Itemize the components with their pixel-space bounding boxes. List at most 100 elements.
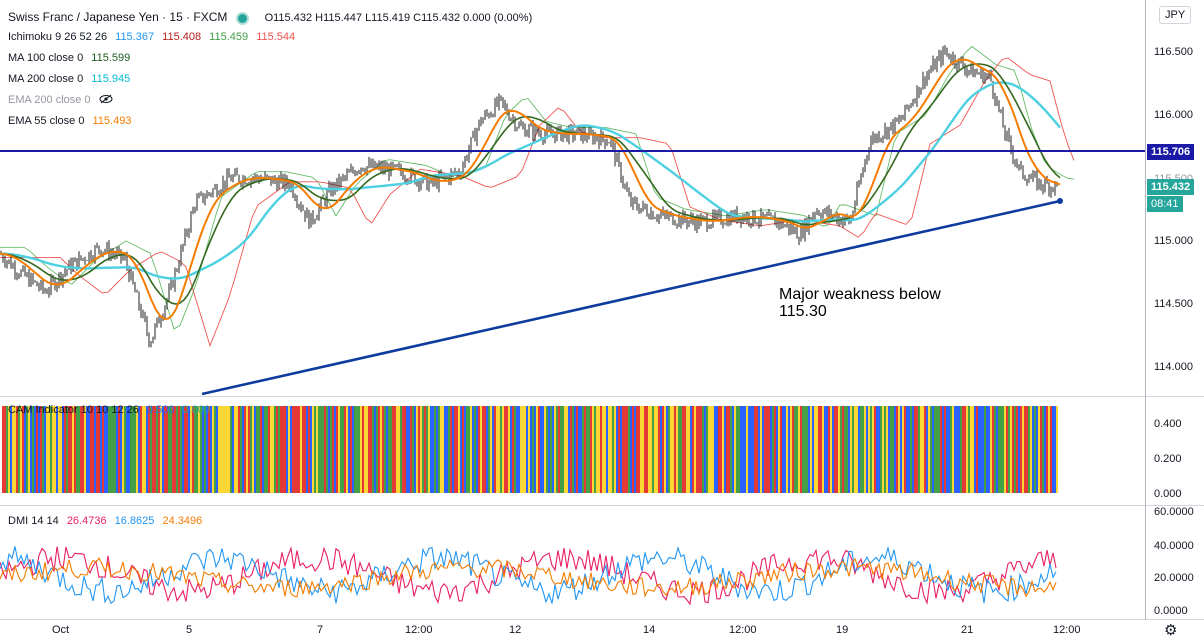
cam-bar [676,406,678,493]
legend-ichimoku[interactable]: Ichimoku 9 26 52 26 115.367 115.408 115.… [8,31,300,43]
cam-bar [398,406,400,493]
ohlc-values: O115.432 H115.447 L115.419 C115.432 0.00… [264,12,533,24]
cam-bar [48,406,50,493]
cam-bar [180,406,182,493]
legend-ma100[interactable]: MA 100 close 0 115.599 [8,52,135,64]
cam-bar [96,406,98,493]
cam-bar [26,406,28,493]
support-trendline[interactable] [201,199,1061,396]
eye-hidden-icon[interactable] [99,94,113,107]
cam-bar [934,406,936,493]
cam-bar [312,406,314,493]
cam-bar [938,406,940,493]
cam-bar [192,406,194,493]
cam-bar [556,406,558,493]
cam-bar [796,406,798,493]
cam-bar [982,406,984,493]
cam-bar [776,406,778,493]
symbol-legend[interactable]: Swiss Franc / Japanese Yen · 15 · FXCM O… [8,10,537,25]
cam-bar [394,406,396,493]
cam-bar [334,406,336,493]
cam-bar [952,406,954,493]
settings-gear-icon[interactable]: ⚙ [1164,622,1178,639]
cam-bar [44,406,46,493]
trendline-handle[interactable] [1057,198,1063,204]
cam-bar [750,406,752,493]
cam-bar [124,406,126,493]
cam-bar [608,406,610,493]
cam-bar [898,406,900,493]
legend-dmi[interactable]: DMI 14 14 26.4736 16.8625 24.3496 [8,515,207,527]
indicator-value: 26.4736 [66,515,107,527]
cam-bar [356,406,358,493]
cam-bar [102,406,104,493]
legend-ema200[interactable]: EMA 200 close 0 [8,94,118,107]
cam-bar [324,406,326,493]
cam-bar [62,406,64,493]
cam-bar [58,406,60,493]
cam-bar [614,406,616,493]
cam-bar [292,406,294,493]
cam-bar [766,406,768,493]
cam-bar [992,406,994,493]
cam-bar [902,406,904,493]
chart-annotation[interactable]: Major weakness below 115.30 [779,286,941,320]
cam-bar [984,406,986,493]
cam-bar [318,406,320,493]
cam-bar [904,406,906,493]
price-tick: 116.500 [1154,46,1193,58]
cam-bar [308,406,310,493]
cam-bar [654,406,656,493]
cam-bar [424,406,426,493]
pane-separator[interactable] [0,396,1204,397]
cam-bar [940,406,942,493]
cam-bar [1010,406,1012,493]
cam-bar [946,406,948,493]
cam-bar [572,406,574,493]
cam-bar [574,406,576,493]
cam-bar [530,406,532,493]
cam-bar [888,406,890,493]
cam-bar [932,406,934,493]
cam-bar [1032,406,1034,493]
cam-bar [726,406,728,493]
price-candles [0,45,1058,348]
legend-ema55[interactable]: EMA 55 close 0 115.493 [8,115,136,127]
cam-bar [856,406,858,493]
cam-bar [892,406,894,493]
cam-bar [866,406,868,493]
legend-cam[interactable]: CAM Indicator 10 10 12 26 0.500 0.000 [8,404,215,416]
cam-bar [918,406,920,493]
cam-bar [200,406,202,493]
cam-bar [754,406,756,493]
cam-bar [690,406,692,493]
cam-bar [68,406,70,493]
cam-bar [584,406,586,493]
cam-bar [744,406,746,493]
cam-bar [714,406,716,493]
cam-bar [742,406,744,493]
cam-bar [542,406,544,493]
chart-canvas[interactable] [0,0,1145,620]
price-axis[interactable] [1145,0,1204,620]
cam-bar [874,406,876,493]
currency-button[interactable]: JPY [1159,6,1192,24]
legend-ma200[interactable]: MA 200 close 0 115.945 [8,73,135,85]
cam-bar [440,406,442,493]
pane-separator[interactable] [0,505,1204,506]
cam-bar [1028,406,1030,493]
cam-bar [230,406,232,493]
cam-bar [190,406,192,493]
cam-bar [626,406,628,493]
cam-bar [748,406,750,493]
cam-bar [416,406,418,493]
cam-bar [468,406,470,493]
cam-bar [326,406,328,493]
cam-bar [358,406,360,493]
cam-bar [826,406,828,493]
cam-bar [262,406,264,493]
cam-bar [612,406,614,493]
cam-bar [1002,406,1004,493]
time-tick: 12:00 [405,624,433,636]
market-status-icon [235,11,249,25]
